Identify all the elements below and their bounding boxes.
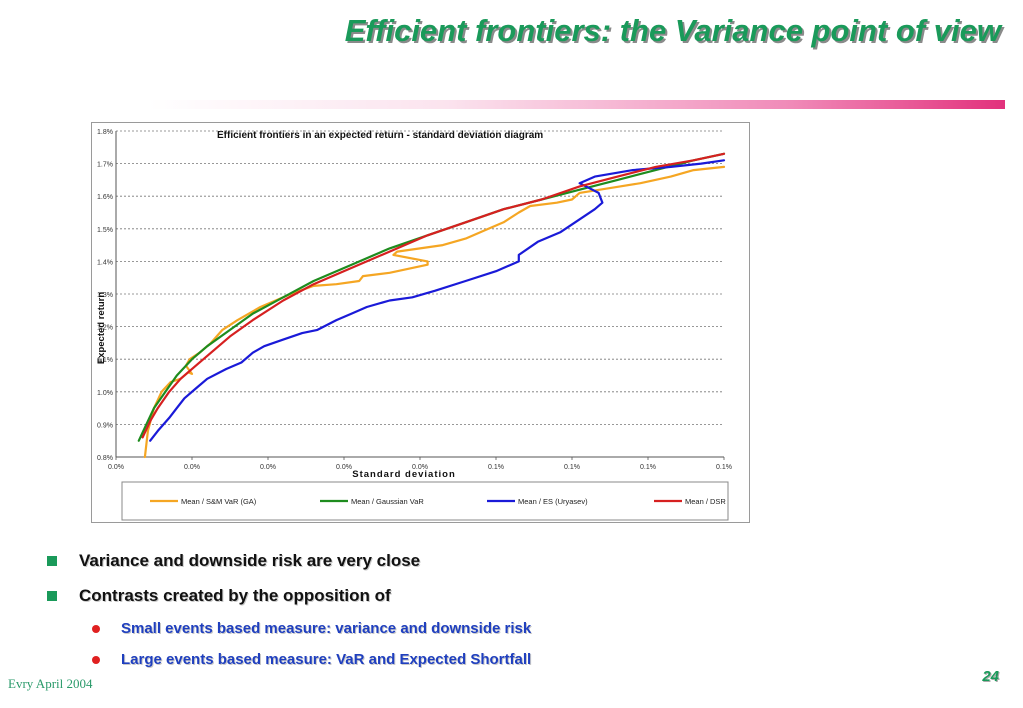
y-tick-label: 1.2% — [97, 325, 113, 332]
legend-entry: Mean / S&M VaR (GA) — [181, 497, 257, 506]
series-line — [143, 165, 726, 459]
x-tick-label: 0.0% — [412, 464, 428, 471]
series-line — [141, 152, 726, 439]
y-tick-label: 1.8% — [97, 129, 113, 136]
slide-title: Efficient frontiers: the Variance point … — [344, 13, 1001, 48]
page-number: 24 — [982, 668, 999, 685]
footer-date: Evry April 2004 — [8, 676, 93, 691]
series-line — [137, 152, 726, 442]
chart-title: Efficient frontiers in an expected retur… — [217, 130, 543, 141]
chart-frame: Efficient frontiers in an expected retur… — [91, 122, 750, 523]
y-axis-label: Expected return — [96, 292, 107, 365]
x-tick-label: 0.0% — [260, 464, 276, 471]
legend-box — [121, 481, 729, 521]
y-tick-label: 0.8% — [97, 455, 113, 462]
y-tick-label: 0.9% — [97, 422, 113, 429]
y-tick-label: 1.1% — [97, 357, 113, 364]
legend-entry: Mean / ES (Uryasev) — [518, 497, 588, 506]
sub-bullet-item: Small events based measure: variance and… — [121, 620, 532, 637]
y-tick-label: 1.5% — [97, 227, 113, 234]
y-tick-label: 1.4% — [97, 259, 113, 266]
x-tick-label: 0.1% — [564, 464, 580, 471]
x-tick-label: 0.1% — [488, 464, 504, 471]
x-tick-label: 0.0% — [184, 464, 200, 471]
y-tick-label: 1.0% — [97, 390, 113, 397]
x-tick-label: 0.0% — [108, 464, 124, 471]
bullet-dot-icon — [92, 625, 100, 633]
title-divider — [148, 100, 1005, 109]
y-tick-label: 1.3% — [97, 292, 113, 299]
x-axis-label: Standard deviation — [352, 469, 456, 480]
bullet-dot-icon — [92, 656, 100, 664]
efficient-frontier-chart: Efficient frontiers in an expected retur… — [96, 129, 732, 521]
bullet-square-icon — [47, 556, 57, 566]
y-tick-label: 1.7% — [97, 162, 113, 169]
legend-entry: Mean / DSR — [685, 497, 726, 506]
x-tick-label: 0.0% — [336, 464, 352, 471]
sub-bullet-item: Large events based measure: VaR and Expe… — [121, 651, 532, 668]
legend-entry: Mean / Gaussian VaR — [351, 497, 424, 506]
bullet-square-icon — [47, 591, 57, 601]
x-tick-label: 0.1% — [716, 464, 732, 471]
series-line — [149, 159, 726, 442]
y-tick-label: 1.6% — [97, 194, 113, 201]
bullet-item: Contrasts created by the opposition of — [79, 586, 391, 605]
x-tick-label: 0.1% — [640, 464, 656, 471]
bullet-item: Variance and downside risk are very clos… — [79, 551, 421, 570]
